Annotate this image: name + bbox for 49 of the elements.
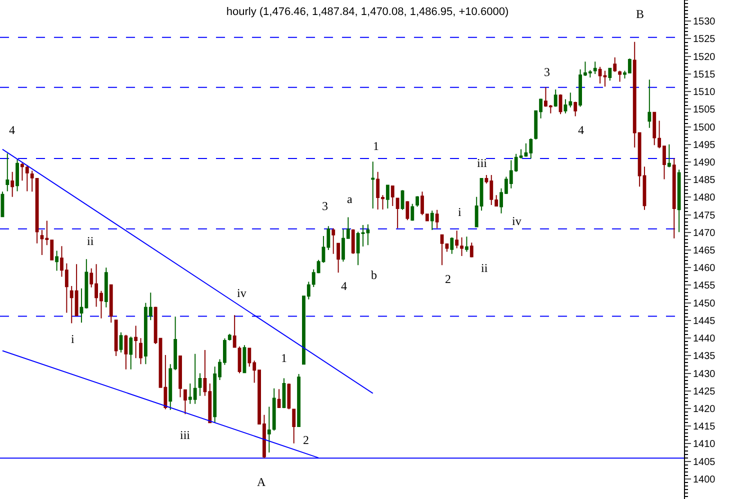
y-tick-label: 1525 bbox=[693, 34, 716, 46]
annotation: 3 bbox=[544, 65, 550, 79]
annotation: ii bbox=[481, 261, 488, 275]
annotation: b bbox=[371, 268, 377, 282]
annotation: iv bbox=[237, 286, 246, 300]
text: hourly (1,476.46, 1,487.84, 1,470.08, 1,486.95, +10.6000) bbox=[226, 6, 509, 18]
y-tick-label: 1490 bbox=[693, 157, 716, 168]
annotation: iv bbox=[512, 214, 522, 228]
y-tick-label: 1480 bbox=[693, 192, 716, 204]
annotation: a bbox=[347, 192, 353, 206]
y-tick-label: 1400 bbox=[693, 474, 716, 486]
y-tick-label: 1470 bbox=[693, 228, 716, 239]
annotation: 4 bbox=[341, 279, 347, 293]
annotation: 2 bbox=[445, 272, 451, 286]
y-tick-label: 1465 bbox=[693, 246, 716, 257]
y-tick-label: 1440 bbox=[693, 334, 716, 345]
annotation: 1 bbox=[373, 139, 379, 153]
y-tick-label: 1450 bbox=[693, 298, 716, 310]
annotation: 1 bbox=[281, 351, 287, 365]
y-tick-label: 1405 bbox=[693, 456, 716, 468]
y-tick-label: 1485 bbox=[693, 175, 716, 186]
y-tick-label: 1410 bbox=[693, 439, 716, 450]
annotation: B bbox=[636, 7, 644, 21]
y-tick-label: 1495 bbox=[693, 140, 716, 151]
annotation: iii bbox=[477, 156, 488, 170]
y-tick-label: 1475 bbox=[693, 210, 716, 222]
y-tick-label: 1515 bbox=[693, 69, 716, 80]
y-tick-label: 1430 bbox=[693, 368, 716, 380]
annotation: 4 bbox=[9, 123, 15, 137]
y-tick-label: 1415 bbox=[693, 422, 716, 433]
y-tick-label: 1505 bbox=[693, 104, 716, 116]
y-tick-label: 1460 bbox=[693, 263, 716, 274]
annotation: iii bbox=[180, 428, 191, 442]
y-tick-label: 1425 bbox=[693, 386, 716, 398]
y-tick-label: 1455 bbox=[693, 280, 716, 292]
annotation: ii bbox=[87, 234, 94, 248]
annotation: 2 bbox=[303, 433, 309, 447]
y-tick-label: 1510 bbox=[693, 87, 716, 98]
annotation: 3 bbox=[322, 199, 328, 213]
y-tick-label: 1445 bbox=[693, 316, 716, 327]
annotation: i bbox=[458, 205, 462, 219]
y-tick-label: 1420 bbox=[693, 404, 716, 415]
y-tick-label: 1435 bbox=[693, 351, 716, 362]
annotation: A bbox=[257, 475, 266, 489]
y-tick-label: 1520 bbox=[693, 52, 716, 63]
y-tick-label: 1500 bbox=[693, 122, 716, 134]
y-tick-label: 1530 bbox=[693, 16, 716, 28]
annotation: 4 bbox=[578, 123, 584, 137]
annotation: i bbox=[71, 332, 75, 346]
